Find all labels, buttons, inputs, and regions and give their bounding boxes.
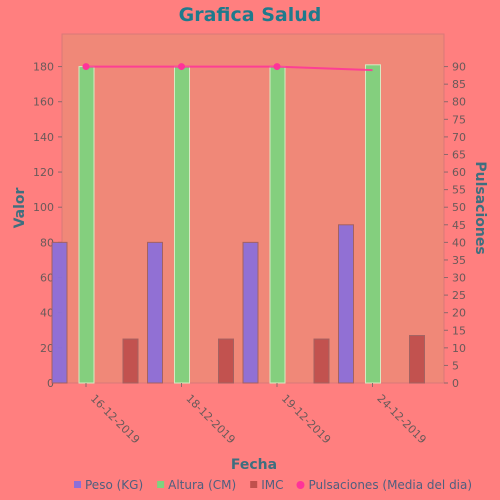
y-tick-label: 100 — [33, 201, 54, 214]
bar-imc — [409, 335, 425, 384]
bar-imc — [218, 338, 234, 384]
y-axis-label: Valor — [12, 187, 28, 228]
legend: Peso (KG) Altura (CM) IMC Pulsaciones (Medi… — [74, 478, 472, 492]
x-tick-label: 16-12-2019 — [88, 392, 142, 446]
y2-tick-label: 85 — [452, 78, 466, 91]
legend-swatch — [296, 481, 305, 489]
y-tick-label: 160 — [33, 96, 54, 109]
bar-imc — [122, 338, 139, 384]
y-tick-label: 180 — [33, 61, 54, 74]
y-tick-label: 40 — [40, 307, 54, 320]
chart-title: Grafica Salud — [179, 4, 322, 26]
x-tick-label: 24-12-2019 — [374, 392, 428, 446]
legend-swatch — [74, 481, 81, 488]
y2-tick-label: 25 — [452, 289, 466, 302]
y2-tick-label: 65 — [452, 148, 466, 161]
y2-tick-label: 75 — [452, 113, 466, 126]
legend-label: Altura (CM) — [168, 478, 236, 492]
legend-label: IMC — [261, 478, 283, 492]
y2-tick-label: 45 — [452, 219, 466, 232]
point-pulsaciones — [178, 63, 185, 71]
legend-label: Pulsaciones (Media del dia) — [308, 478, 472, 492]
y-tick-label: 80 — [40, 236, 54, 249]
y2-tick-label: 30 — [452, 272, 466, 285]
bar-peso — [147, 241, 163, 384]
y-tick-label: 120 — [33, 166, 54, 179]
x-tick-label: 19-12-2019 — [279, 392, 333, 446]
x-tick-label: 18-12-2019 — [183, 392, 237, 446]
y2-tick-label: 10 — [452, 342, 466, 355]
point-pulsaciones — [273, 63, 281, 71]
bar-altura — [269, 66, 286, 384]
y2-tick-label: 15 — [452, 324, 466, 337]
bar-peso — [51, 241, 68, 384]
y2-tick-label: 5 — [452, 359, 459, 372]
y2-tick-label: 0 — [452, 377, 459, 390]
y2-tick-label: 80 — [452, 96, 466, 109]
legend-swatch — [250, 481, 258, 488]
y2-tick-label: 55 — [452, 184, 466, 197]
y2-tick-label: 50 — [452, 201, 466, 214]
bar-altura — [174, 66, 190, 384]
bar-imc — [313, 338, 330, 384]
y-tick-label: 140 — [33, 131, 54, 144]
point-pulsaciones — [82, 63, 90, 71]
y-tick-label: 0 — [47, 377, 54, 390]
x-axis-label: Fecha — [231, 457, 277, 473]
y2-tick-label: 35 — [452, 254, 466, 267]
bar-peso — [242, 241, 259, 384]
y-tick-label: 60 — [40, 272, 54, 285]
y2-tick-label: 40 — [452, 236, 466, 249]
y2-tick-label: 70 — [452, 131, 466, 144]
bar-altura — [78, 66, 95, 384]
y2-tick-label: 60 — [452, 166, 466, 179]
bar-altura — [365, 64, 381, 384]
y2-tick-label: 20 — [452, 307, 466, 320]
legend-swatch — [157, 481, 165, 488]
bar-peso — [338, 224, 354, 384]
y2-tick-label: 90 — [452, 61, 466, 74]
y-tick-label: 20 — [40, 342, 54, 355]
legend-label: Peso (KG) — [85, 478, 143, 492]
y2-axis-label: Pulsaciones — [472, 161, 488, 254]
series-line-pulsaciones — [86, 65, 373, 72]
